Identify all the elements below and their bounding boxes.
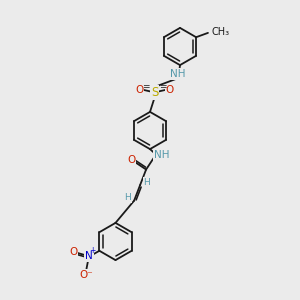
Text: NH: NH bbox=[154, 150, 170, 160]
Text: =: = bbox=[142, 82, 150, 91]
Text: O: O bbox=[127, 154, 135, 165]
Text: O: O bbox=[69, 247, 77, 257]
Text: N: N bbox=[85, 251, 93, 261]
Text: O⁻: O⁻ bbox=[80, 270, 93, 280]
Text: H: H bbox=[124, 193, 131, 202]
Text: O: O bbox=[165, 85, 174, 95]
Text: NH: NH bbox=[170, 69, 185, 79]
Text: +: + bbox=[89, 246, 96, 255]
Text: S: S bbox=[151, 86, 158, 99]
Text: CH₃: CH₃ bbox=[212, 27, 230, 37]
Text: =: = bbox=[159, 82, 167, 91]
Text: O: O bbox=[135, 85, 144, 95]
Text: H: H bbox=[143, 178, 150, 187]
